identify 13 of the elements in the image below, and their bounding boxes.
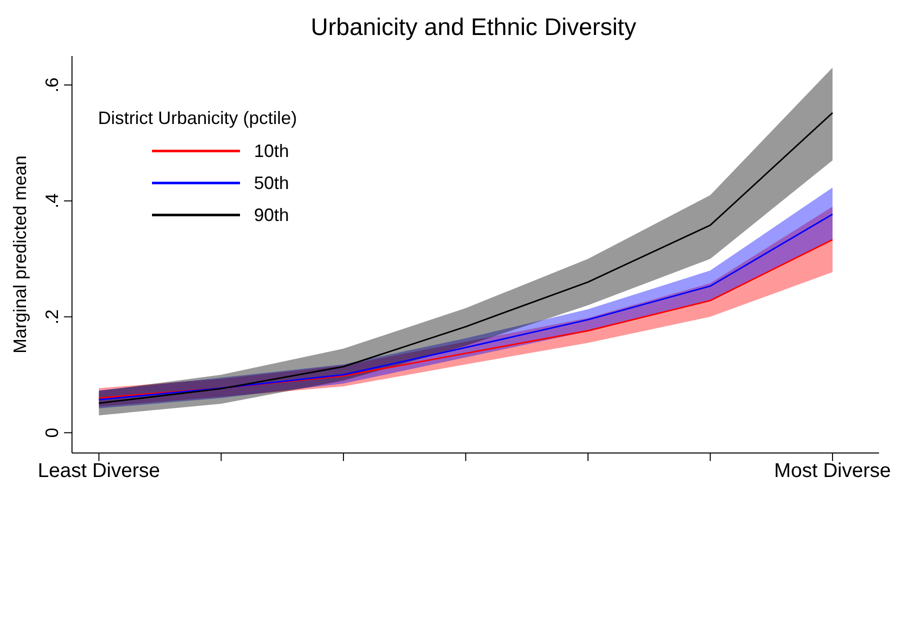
y-tick-label: .4 <box>42 193 62 208</box>
legend-label: 90th <box>254 204 290 226</box>
x-tick-label: Least Diverse <box>38 460 160 482</box>
line-series <box>98 112 834 404</box>
legend-label: 10th <box>254 140 290 162</box>
y-tick-label: .6 <box>42 77 62 92</box>
x-tick-label: Most Diverse <box>774 460 891 482</box>
y-tick-label: .2 <box>42 309 62 324</box>
legend-title: District Urbanicity (pctile) <box>98 108 298 129</box>
legend-label: 50th <box>254 172 290 194</box>
y-tick-label: 0 <box>42 428 62 438</box>
y-axis-title: Marginal predicted mean <box>10 155 30 354</box>
chart-title: Urbanicity and Ethnic Diversity <box>310 13 638 43</box>
